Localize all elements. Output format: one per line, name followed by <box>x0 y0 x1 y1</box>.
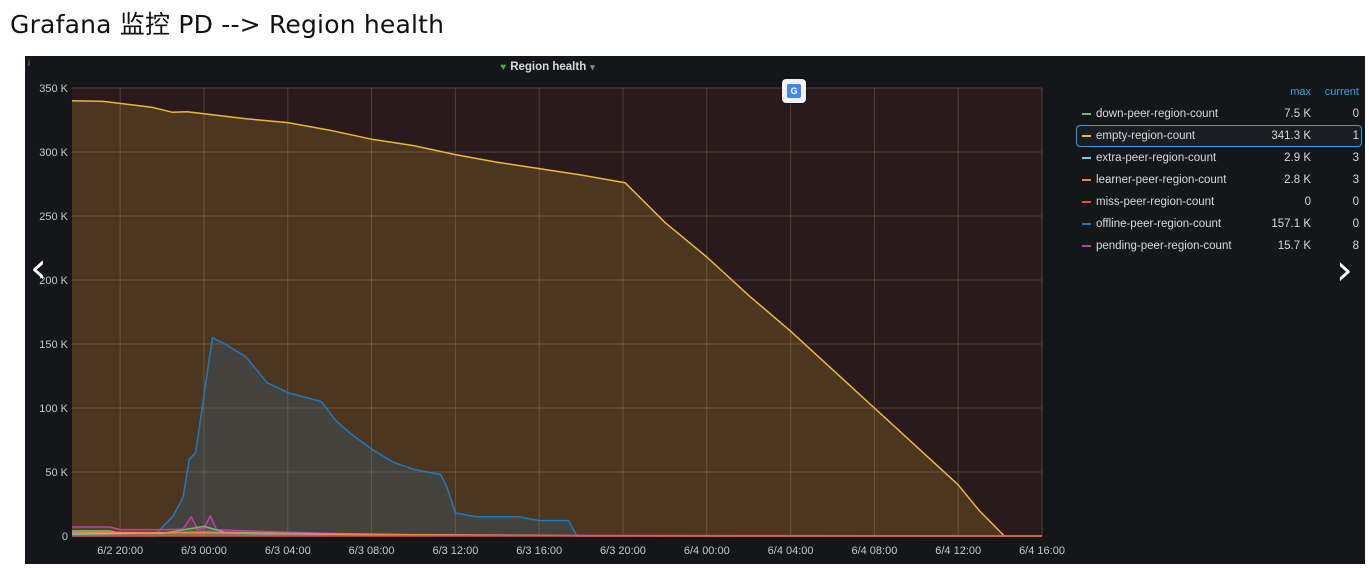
series-area-empty-region-count <box>72 100 1042 537</box>
previous-slide-icon[interactable]: ‹ <box>30 243 47 292</box>
legend-swatch <box>1082 135 1091 137</box>
x-tick-label: 6/3 08:00 <box>349 545 395 557</box>
translate-button[interactable]: G <box>782 79 806 103</box>
legend-swatch <box>1082 223 1091 225</box>
legend-swatch <box>1082 201 1091 203</box>
legend-item-name: learner-peer-region-count <box>1096 174 1227 186</box>
y-axis: 0 50 K 100 K 150 K 200 K 250 K 300 K 350 K <box>39 83 68 543</box>
legend-item-max: 15.7 K <box>1277 240 1311 252</box>
chevron-down-icon: ▾ <box>590 62 595 72</box>
legend-swatch <box>1082 157 1091 159</box>
legend: max current down-peer-region-count 7.5 K… <box>1076 86 1362 256</box>
x-tick-label: 6/3 20:00 <box>600 545 646 557</box>
legend-item-current: 0 <box>1352 108 1359 120</box>
series-line-empty-region-count <box>71 100 1042 537</box>
series-area-down-peer-region-count <box>72 526 1042 536</box>
series-lines <box>71 100 1043 537</box>
legend-item-current: 1 <box>1352 130 1359 142</box>
y-tick-label: 300 K <box>39 147 68 159</box>
legend-swatch <box>1082 179 1091 181</box>
panel-title[interactable]: ♥ Region health ▾ <box>25 61 1070 73</box>
legend-item-name: miss-peer-region-count <box>1096 196 1215 208</box>
legend-item[interactable]: pending-peer-region-count 15.7 K 8 <box>1077 236 1361 256</box>
legend-item[interactable]: offline-peer-region-count 157.1 K 0 <box>1077 214 1361 234</box>
series-areas <box>72 100 1042 537</box>
y-tick-label: 250 K <box>39 211 68 223</box>
legend-item-name: pending-peer-region-count <box>1096 240 1232 252</box>
legend-item-max: 157.1 K <box>1271 218 1311 230</box>
plot-background <box>72 88 1042 536</box>
legend-item-name: offline-peer-region-count <box>1096 218 1222 230</box>
grafana-panel: i ♥ Region health ▾ 0 50 K 100 K 150 K 200 K 25… <box>25 56 1365 564</box>
legend-item-current: 8 <box>1352 240 1359 252</box>
x-tick-label: 6/4 08:00 <box>851 545 897 557</box>
legend-item[interactable]: learner-peer-region-count 2.8 K 3 <box>1077 170 1361 190</box>
x-tick-label: 6/3 04:00 <box>265 545 311 557</box>
series-area-pending-peer-region-count <box>72 515 1042 536</box>
google-translate-icon: G <box>787 84 801 98</box>
legend-item[interactable]: down-peer-region-count 7.5 K 0 <box>1077 104 1361 124</box>
legend-item-name: empty-region-count <box>1096 130 1196 142</box>
legend-item-selected[interactable]: empty-region-count 341.3 K 1 <box>1076 125 1362 147</box>
x-axis: 6/2 20:00 6/3 00:00 6/3 04:00 6/3 08:00 6/3 … <box>97 545 1065 557</box>
legend-header: max current <box>1077 86 1361 102</box>
legend-item-current: 0 <box>1352 218 1359 230</box>
legend-item-max: 2.8 K <box>1284 174 1311 186</box>
legend-item-max: 2.9 K <box>1284 152 1311 164</box>
legend-item-name: down-peer-region-count <box>1096 108 1219 120</box>
y-tick-label: 50 K <box>45 467 68 479</box>
legend-header-max[interactable]: max <box>1290 86 1311 98</box>
x-tick-label: 6/2 20:00 <box>97 545 143 557</box>
x-tick-label: 6/4 12:00 <box>935 545 981 557</box>
y-tick-label: 200 K <box>39 275 68 287</box>
region-health-chart: 0 50 K 100 K 150 K 200 K 250 K 300 K 350 K 6/2 … <box>39 83 1065 557</box>
legend-swatch <box>1082 113 1091 115</box>
legend-item-max: 0 <box>1304 196 1311 208</box>
heart-icon: ♥ <box>500 62 507 73</box>
legend-item-max: 7.5 K <box>1284 108 1311 120</box>
legend-item-name: extra-peer-region-count <box>1096 152 1217 164</box>
legend-item-current: 0 <box>1352 196 1359 208</box>
x-tick-label: 6/3 12:00 <box>432 545 478 557</box>
legend-item-current: 3 <box>1352 152 1359 164</box>
series-line-offline-peer-region-count <box>72 336 1042 537</box>
legend-item[interactable]: extra-peer-region-count 2.9 K 3 <box>1077 148 1361 168</box>
slide-title: Grafana 监控 PD --> Region health <box>10 10 445 39</box>
y-tick-label: 0 <box>62 531 68 543</box>
x-tick-label: 6/4 16:00 <box>1019 545 1065 557</box>
legend-swatch <box>1082 245 1091 247</box>
series-area-learner-peer-region-count <box>72 532 1042 536</box>
series-area-extra-peer-region-count <box>72 532 1042 536</box>
panel-info-icon[interactable]: i <box>28 58 30 68</box>
legend-item-max: 341.3 K <box>1271 130 1311 142</box>
series-area-offline-peer-region-count <box>72 337 1042 536</box>
grid <box>72 87 1043 537</box>
y-tick-label: 350 K <box>39 83 68 95</box>
x-tick-label: 6/4 04:00 <box>768 545 814 557</box>
x-tick-label: 6/3 00:00 <box>181 545 227 557</box>
legend-item[interactable]: miss-peer-region-count 0 0 <box>1077 192 1361 212</box>
next-slide-icon[interactable]: › <box>1336 245 1353 294</box>
x-tick-label: 6/4 00:00 <box>684 545 730 557</box>
y-tick-label: 150 K <box>39 339 68 351</box>
panel-title-text: Region health <box>510 61 587 73</box>
x-tick-label: 6/3 16:00 <box>516 545 562 557</box>
legend-item-current: 3 <box>1352 174 1359 186</box>
y-tick-label: 100 K <box>39 403 68 415</box>
legend-header-current[interactable]: current <box>1324 86 1359 98</box>
